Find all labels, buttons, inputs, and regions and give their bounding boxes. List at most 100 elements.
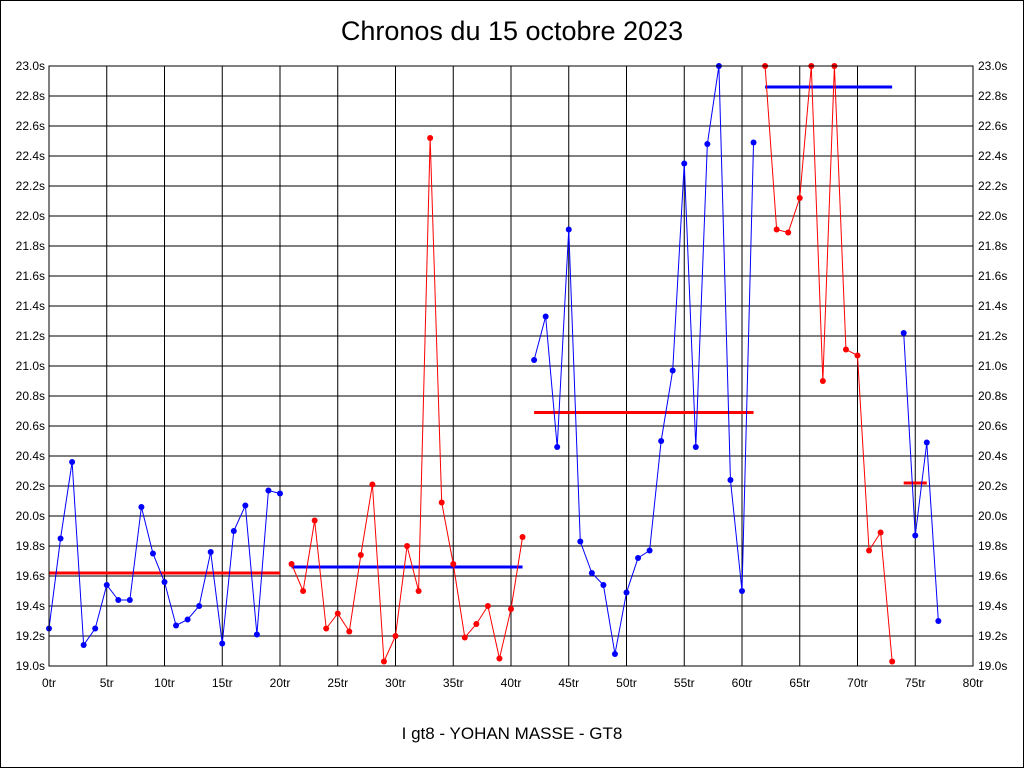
lap-point (877, 529, 884, 536)
y-tick-label-right: 20.6s (978, 419, 1007, 433)
lap-point (346, 628, 353, 635)
y-tick-label-right: 22.4s (978, 149, 1007, 163)
lap-point (300, 588, 307, 594)
plot-border (48, 65, 974, 667)
x-tick-label: 80tr (963, 676, 984, 690)
y-tick-label-left: 22.0s (16, 209, 45, 223)
y-tick-label-left: 21.8s (16, 239, 45, 253)
lap-point (912, 532, 919, 539)
y-tick-label-left: 22.4s (16, 149, 45, 163)
y-tick-label-left: 22.2s (16, 179, 45, 193)
x-tick-label: 40tr (501, 676, 522, 690)
lap-point (242, 502, 249, 509)
y-tick-label-left: 21.4s (16, 299, 45, 313)
y-tick-label-left: 22.8s (16, 89, 45, 103)
lap-point (184, 616, 191, 623)
y-tick-label-right: 21.2s (978, 329, 1007, 343)
y-tick-label-left: 19.0s (16, 659, 45, 673)
y-tick-label-right: 22.6s (978, 119, 1007, 133)
average-lines (49, 85, 927, 575)
lap-point (415, 588, 422, 594)
lap-point (785, 229, 792, 236)
y-tick-label-right: 19.0s (978, 659, 1007, 673)
lap-point (92, 625, 99, 632)
series-line-2 (291, 137, 524, 662)
series-line-4 (764, 65, 893, 662)
y-tick-label-left: 20.4s (16, 449, 45, 463)
y-tick-label-left: 21.6s (16, 269, 45, 283)
y-tick-label-right: 21.4s (978, 299, 1007, 313)
lap-point (796, 195, 803, 201)
lap-point (80, 642, 87, 648)
axis-labels: 0tr 5tr 10tr 15tr 20tr 25tr 30tr 35tr 40tr 45tr 50… (16, 59, 1008, 690)
x-tick-label: 50tr (616, 676, 637, 690)
lap-point (334, 610, 341, 617)
lap-point (508, 606, 514, 612)
lap-point (357, 552, 364, 558)
y-tick-label-right: 21.0s (978, 359, 1007, 373)
y-tick-label-left: 19.6s (16, 569, 45, 583)
lap-point (484, 603, 491, 609)
x-tick-label: 20tr (270, 676, 291, 690)
lap-point (600, 582, 607, 588)
y-tick-label-left: 21.0s (16, 359, 45, 373)
y-tick-label-right: 20.8s (978, 389, 1007, 403)
lap-point (669, 367, 676, 374)
y-tick-label-right: 20.4s (978, 449, 1007, 463)
lap-point (438, 499, 445, 506)
lap-point (219, 640, 226, 647)
lap-point (819, 378, 826, 384)
y-tick-label-right: 22.2s (978, 179, 1007, 193)
lap-point (277, 490, 283, 497)
lap-point (692, 444, 699, 450)
lap-point (427, 135, 434, 141)
lap-point (103, 582, 110, 588)
lap-point (473, 621, 480, 627)
lap-point (253, 631, 260, 638)
y-tick-label-left: 21.2s (16, 329, 45, 343)
lap-point (554, 444, 561, 450)
lap-point (404, 543, 411, 549)
y-tick-label-left: 19.8s (16, 539, 45, 553)
y-tick-label-left: 19.4s (16, 599, 45, 613)
lap-point (138, 504, 145, 510)
y-tick-label-right: 23.0s (978, 59, 1007, 73)
lap-point (623, 589, 630, 596)
lap-point (57, 535, 64, 542)
y-tick-label-left: 20.8s (16, 389, 45, 403)
lap-point (323, 625, 330, 632)
grid-lines (48, 65, 974, 667)
lap-point (265, 487, 272, 494)
lap-point (196, 603, 203, 609)
lap-point (923, 439, 930, 446)
x-tick-label: 70tr (847, 676, 868, 690)
chart-footer: I gt8 - YOHAN MASSE - GT8 (401, 724, 623, 743)
lap-point (750, 139, 757, 146)
lap-point (739, 588, 745, 594)
lap-point (542, 313, 549, 320)
y-tick-label-right: 21.8s (978, 239, 1007, 253)
y-tick-label-left: 22.6s (16, 119, 45, 133)
lap-point (115, 597, 122, 603)
lap-point (727, 477, 734, 483)
y-tick-label-right: 20.0s (978, 509, 1007, 523)
x-tick-label: 55tr (674, 676, 695, 690)
lap-point (380, 658, 387, 665)
y-tick-label-right: 19.8s (978, 539, 1007, 553)
y-tick-label-right: 19.6s (978, 569, 1007, 583)
series-line-5 (903, 332, 939, 622)
lap-point (230, 528, 237, 534)
y-tick-label-left: 20.2s (16, 479, 45, 493)
y-tick-label-right: 22.0s (978, 209, 1007, 223)
lap-point (681, 160, 688, 167)
lap-point (842, 346, 849, 353)
lap-point (577, 538, 584, 545)
lap-point (461, 634, 468, 641)
x-tick-label: 10tr (154, 676, 175, 690)
lap-point (149, 550, 156, 557)
y-tick-label-left: 23.0s (16, 59, 45, 73)
lap-point (658, 438, 665, 444)
chart-title: Chronos du 15 octobre 2023 (340, 16, 684, 46)
lap-point (900, 330, 907, 336)
